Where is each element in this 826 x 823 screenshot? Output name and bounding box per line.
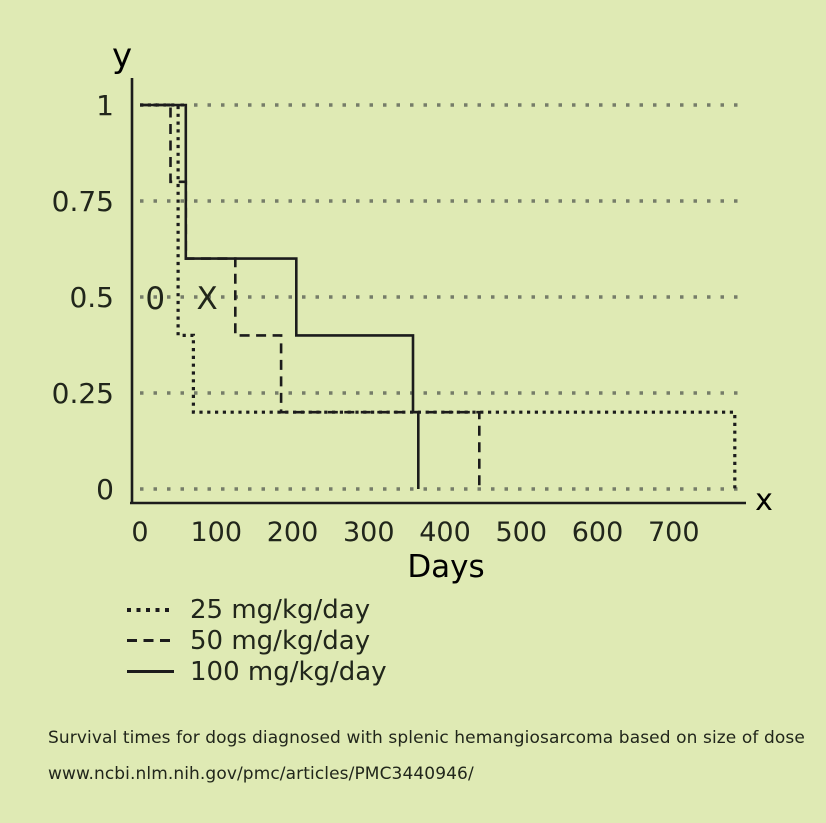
x-axis-title: Days	[407, 549, 484, 585]
legend-label: 50 mg/kg/day	[190, 625, 371, 656]
legend-item-25mg: 25 mg/kg/day	[127, 594, 387, 625]
dotted-line-swatch	[127, 607, 174, 612]
x-tick-label: 200	[267, 517, 319, 548]
caption: Survival times for dogs diagnosed with s…	[48, 728, 805, 784]
x-tick-label: 300	[343, 517, 395, 548]
legend-label: 100 mg/kg/day	[190, 656, 387, 687]
survival-curve-25-mg-kg-day	[140, 103, 737, 489]
y-tick-label: 0.25	[52, 377, 114, 410]
caption-text: Survival times for dogs diagnosed with s…	[48, 728, 805, 748]
legend-item-100mg: 100 mg/kg/day	[127, 656, 387, 687]
legend-label: 25 mg/kg/day	[190, 594, 371, 625]
y-tick-label: 0	[96, 473, 114, 506]
tick-labels: 0 100 200 300 400 500 600 700 0 0.25 0.5 0.75 1	[52, 89, 700, 548]
x-tick-label: 500	[495, 517, 547, 548]
dashed-line-swatch	[127, 639, 174, 642]
y-tick-label: 0.75	[52, 185, 114, 218]
survival-curves	[140, 103, 737, 489]
annotation-x: X	[196, 281, 217, 317]
annotation-0: 0	[145, 281, 165, 317]
y-tick-label: 0.5	[69, 281, 114, 314]
survival-curve-100-mg-kg-day	[140, 103, 420, 489]
legend-item-50mg: 50 mg/kg/day	[127, 625, 387, 656]
y-axis-letter: y	[112, 36, 132, 76]
x-tick-label: 100	[190, 517, 242, 548]
x-axis-letter: x	[755, 483, 773, 518]
y-tick-label: 1	[96, 89, 114, 122]
x-tick-label: 700	[648, 517, 700, 548]
survival-curve-50-mg-kg-day	[140, 103, 481, 489]
source-url: www.ncbi.nlm.nih.gov/pmc/articles/PMC344…	[48, 764, 474, 784]
gridlines	[140, 103, 740, 491]
x-tick-label: 0	[131, 517, 148, 548]
x-tick-label: 400	[419, 517, 471, 548]
solid-line-swatch	[127, 670, 174, 673]
axes	[130, 78, 746, 505]
legend: 25 mg/kg/day 50 mg/kg/day 100 mg/kg/day	[127, 594, 387, 687]
x-tick-label: 600	[572, 517, 624, 548]
